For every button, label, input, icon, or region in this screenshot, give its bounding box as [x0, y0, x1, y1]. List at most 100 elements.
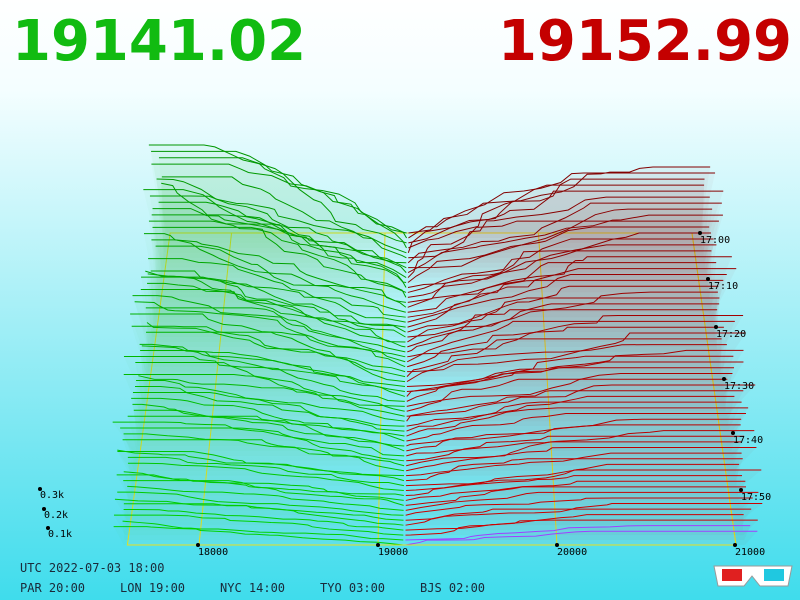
price-label: 18000 — [198, 547, 228, 558]
bid-depth — [132, 391, 405, 432]
bid-depth — [151, 163, 407, 249]
tick-dot — [196, 543, 200, 547]
bid-depth — [131, 325, 406, 378]
bid-depth — [145, 307, 406, 363]
ask-depth — [405, 530, 758, 546]
ask-depth — [405, 497, 753, 516]
ask-depth — [407, 214, 723, 274]
ask-area — [406, 367, 735, 402]
zone-time: BJS 02:00 — [420, 581, 485, 595]
bid-depth — [113, 514, 404, 536]
bid-depth — [112, 421, 405, 457]
ask-depth — [407, 262, 717, 313]
floor-line — [691, 232, 737, 546]
bid-depth — [147, 273, 406, 328]
ask-area — [405, 486, 747, 506]
ask-depth — [407, 291, 718, 338]
ask-depth — [406, 424, 741, 452]
depth-label: 0.3k — [40, 490, 64, 501]
ask-area — [408, 203, 722, 263]
bid-depth — [113, 526, 404, 546]
bid-depth — [140, 349, 406, 397]
ask-depth — [407, 326, 724, 368]
depth-label: 0.2k — [44, 510, 68, 521]
ask-area — [408, 197, 710, 258]
ask-area — [408, 173, 716, 238]
depth-label: 0.1k — [48, 529, 72, 540]
ask-area — [405, 509, 752, 526]
bid-depth — [117, 451, 405, 482]
bid-depth — [155, 245, 406, 313]
ask-depth — [406, 441, 742, 467]
bid-depth — [151, 239, 407, 308]
ask-depth — [406, 367, 735, 402]
bid-depth — [161, 176, 407, 259]
floor-line — [198, 232, 232, 546]
bid-depth — [132, 403, 405, 442]
time-label: 17:10 — [708, 281, 738, 292]
ask-area — [405, 492, 759, 511]
bid-depth — [117, 491, 404, 516]
bid-depth — [127, 456, 404, 487]
tick-dot — [733, 543, 737, 547]
ask-area — [408, 221, 719, 278]
ask-depth — [407, 202, 722, 264]
ask-depth — [406, 355, 734, 392]
ask-area — [407, 244, 717, 298]
price-label: 21000 — [735, 547, 765, 558]
bid-depth — [123, 503, 404, 526]
ask-area — [407, 233, 711, 288]
zone-time: TYO 03:00 — [320, 581, 385, 595]
ask-depth — [407, 244, 717, 298]
ask-area — [407, 256, 732, 308]
bid-depth — [127, 462, 404, 492]
ask-area — [408, 185, 705, 248]
ask-area — [407, 321, 735, 362]
bid-depth — [148, 220, 407, 293]
ask-depth — [405, 475, 743, 496]
ask-area — [407, 262, 717, 313]
ask-depth — [406, 344, 727, 383]
ask-depth — [405, 491, 759, 511]
bid-depth — [117, 449, 405, 477]
tick-dot — [555, 543, 559, 547]
ask-area — [406, 373, 733, 407]
ask-depth — [407, 220, 719, 278]
ask-depth — [406, 390, 744, 422]
ask-depth — [408, 172, 716, 239]
bid-depth — [123, 374, 405, 417]
ask-area — [407, 292, 718, 337]
ask-depth — [405, 508, 752, 526]
ask-depth — [405, 519, 758, 536]
bid-depth — [147, 282, 406, 343]
ask-area — [405, 514, 744, 531]
zone-time: LON 19:00 — [120, 581, 185, 595]
zone-time: NYC 14:00 — [220, 581, 285, 595]
tick-dot — [731, 431, 735, 435]
ask-depth — [407, 268, 737, 318]
bid-depth — [146, 322, 406, 373]
ask-depth — [407, 285, 719, 333]
order-book — [112, 144, 763, 546]
ask-depth — [407, 190, 724, 253]
ask-depth — [407, 238, 714, 293]
ask-price: 19152.99 — [498, 9, 792, 74]
ask-depth — [407, 303, 720, 348]
ask-depth — [406, 320, 735, 363]
tick-dot — [698, 231, 702, 235]
bid-depth — [152, 226, 407, 298]
ask-depth — [406, 413, 747, 442]
tick-dot — [376, 543, 380, 547]
bid-price: 19141.02 — [12, 9, 306, 74]
ask-depth — [407, 250, 712, 303]
bid-depth — [135, 386, 405, 427]
ask-area — [408, 191, 724, 253]
ask-depth — [405, 525, 751, 541]
ask-area — [408, 209, 713, 268]
ask-depth — [407, 297, 720, 343]
ask-depth — [408, 178, 705, 244]
bid-depth — [145, 331, 406, 383]
ask-depth — [407, 332, 746, 373]
bid-depth — [133, 409, 405, 447]
